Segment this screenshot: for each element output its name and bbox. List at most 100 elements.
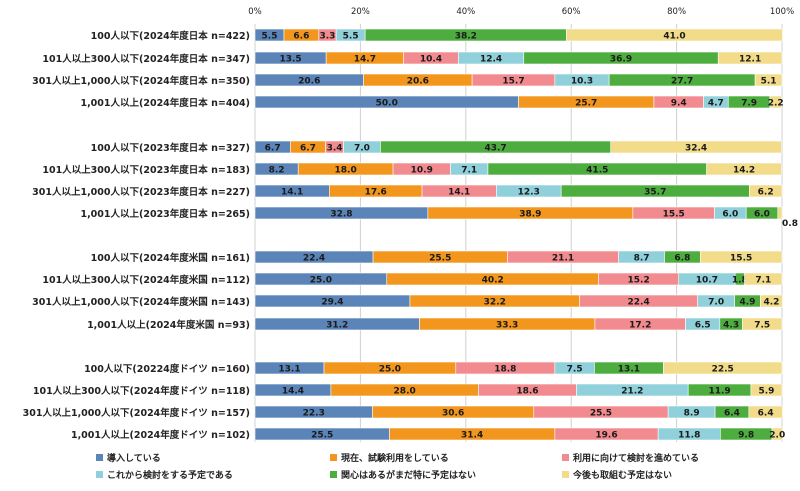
data-label: 11.8 [678,431,700,441]
data-label: 7.5 [754,321,770,331]
data-label: 0.8 [782,219,798,229]
data-label: 6.8 [674,254,690,264]
data-label: 38.2 [455,32,477,42]
data-label: 8.7 [634,254,650,264]
category-label: 100人以下(2024年度米国 n=161) [91,252,250,264]
data-label: 5.5 [262,32,278,42]
x-tick-label: 100% [770,7,794,17]
data-label: 12.3 [518,188,540,198]
category-label: 100人以下(2024年度日本 n=422) [91,30,250,42]
data-label: 29.4 [321,298,343,308]
data-label: 6.6 [293,32,309,42]
data-label: 7.1 [755,276,771,286]
data-label: 15.5 [663,210,685,220]
data-label: 6.0 [722,210,738,220]
legend-swatch [562,471,569,478]
bar-segment [717,51,783,65]
data-label: 15.5 [730,254,752,264]
x-tick-label: 80% [667,7,686,17]
legend-swatch [330,471,337,478]
category-label: 301人以上1,000人以下(2023年度日本 n=227) [32,186,250,198]
x-tick-label: 0% [248,7,262,17]
data-label: 8.2 [269,166,285,176]
data-label: 7.1 [461,166,477,176]
data-label: 7.9 [741,99,757,109]
bar-segment [663,361,783,375]
data-label: 43.7 [484,144,506,154]
data-label: 5.1 [761,77,777,87]
data-label: 41.0 [663,32,685,42]
data-label: 21.1 [552,254,574,264]
data-label: 32.4 [685,144,707,154]
legend-swatch [562,454,569,461]
data-label: 12.4 [480,55,502,65]
data-label: 12.1 [739,55,761,65]
data-label: 36.9 [610,55,632,65]
data-label: 11.9 [708,387,730,397]
bar-segment [744,272,783,286]
data-label: 10.9 [411,166,433,176]
data-label: 8.9 [684,409,700,419]
category-label: 101人以上300人以下(2024年度日本 n=347) [42,53,250,65]
legend-label: これから検討をする予定である [107,469,233,481]
data-label: 6.7 [300,144,316,154]
category-label: 301人以上1,000人以下(2024年度ドイツ n=157) [23,407,250,419]
data-label: 41.5 [586,166,608,176]
data-label: 18.8 [494,365,516,375]
data-label: 10.4 [420,55,442,65]
data-label: 22.4 [628,298,650,308]
data-label: 4.2 [763,298,779,308]
data-label: 31.4 [461,431,483,441]
bar-segment [700,250,783,264]
bar-segment [566,28,783,42]
data-label: 15.2 [628,276,650,286]
legend-label: 導入している [107,452,161,464]
bar-segment [760,294,783,308]
data-label: 6.5 [695,321,711,331]
data-label: 2.0 [769,431,785,441]
category-label: 1,001人以上(2023年度日本 n=265) [80,208,250,220]
data-label: 9.8 [738,431,754,441]
data-label: 1.8 [732,276,748,286]
category-label: 100人以下(2023年度日本 n=327) [91,142,250,154]
data-label: 50.0 [376,99,398,109]
legend-label: 利用に向けて検討を進めている [572,452,699,464]
category-label: 101人以上300人以下(2023年度日本 n=183) [42,164,250,176]
category-label: 101人以上300人以下(2024年度ドイツ n=118) [33,385,250,397]
data-label: 22.3 [303,409,325,419]
data-label: 25.5 [311,431,333,441]
data-label: 20.6 [407,77,429,87]
data-label: 6.0 [754,210,770,220]
data-label: 19.6 [595,431,617,441]
bar-segment [769,95,782,109]
bar-segment [742,317,783,331]
data-label: 4.7 [708,99,724,109]
data-label: 2.2 [768,99,784,109]
legend-swatch [96,454,103,461]
data-label: 25.5 [429,254,451,264]
data-label: 6.4 [758,409,774,419]
legend-swatch [330,454,337,461]
data-label: 28.0 [394,387,416,397]
data-label: 22.4 [303,254,325,264]
data-label: 18.0 [335,166,357,176]
data-label: 20.6 [298,77,320,87]
category-label: 1,001人以上(2024年度ドイツ n=102) [71,429,250,441]
data-label: 4.3 [723,321,739,331]
data-label: 14.1 [281,188,303,198]
data-label: 5.9 [758,387,774,397]
data-label: 25.7 [575,99,597,109]
data-label: 13.5 [279,55,301,65]
bar-segment [706,162,782,176]
data-label: 38.9 [519,210,541,220]
data-label: 3.3 [319,32,335,42]
category-label: 301人以上1,000人以下(2024年度米国 n=143) [32,296,250,308]
category-label: 1,001人以上(2024年度日本 n=404) [80,97,250,109]
data-label: 33.3 [496,321,518,331]
data-label: 32.8 [330,210,352,220]
data-label: 9.4 [671,99,687,109]
x-tick-label: 40% [456,7,475,17]
category-label: 101人以上300人以下(2024年度米国 n=112) [42,274,250,286]
data-label: 7.5 [567,365,583,375]
legend-label: 関心はあるがまだ特に予定はない [341,469,476,481]
